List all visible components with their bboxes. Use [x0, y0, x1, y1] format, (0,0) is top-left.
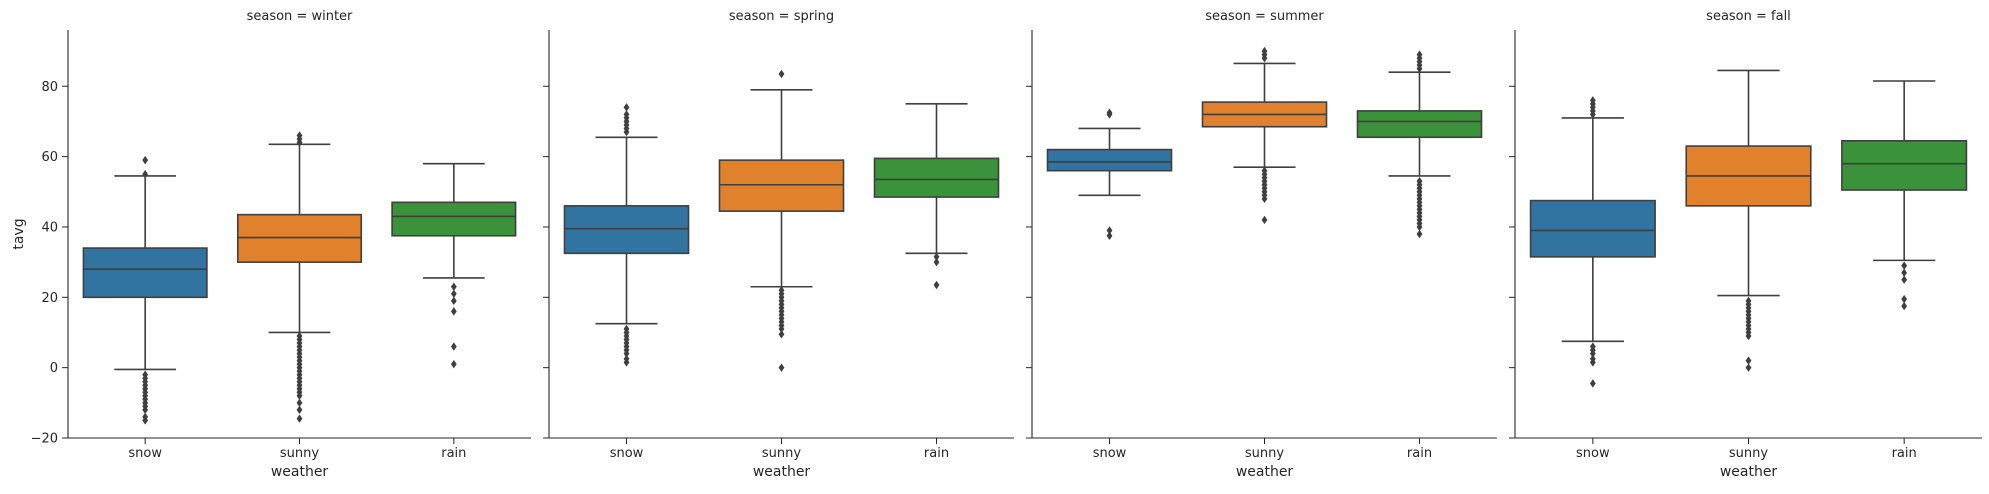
- facet-spring-sunny-x-tick-label: sunny: [762, 446, 801, 461]
- facet-summer-snow-box: [1046, 148, 1173, 172]
- facet-summer-rain-outlier-0: [1416, 229, 1423, 239]
- facet-summer-rain-outlier-19: [1416, 50, 1423, 59]
- facet-spring-snow-outlier-9: [623, 324, 630, 334]
- facet-summer-sunny-outlier-12: [1261, 46, 1268, 56]
- facet-winter-sunny-outlier-2: [296, 398, 303, 408]
- y-tick-label-40: 40: [41, 220, 58, 235]
- facet-winter-snow-box: [82, 247, 208, 299]
- facet-summer-snow-x-tick-label: snow: [1093, 446, 1127, 461]
- facet-spring-rain-box: [873, 157, 1000, 198]
- facet-spring-rain-outlier-1: [933, 257, 940, 267]
- facet-winter-snow-x-tick-label: snow: [128, 446, 162, 461]
- facet-summer-sunny-outlier-9: [1261, 166, 1268, 175]
- facet-spring-sunny-outlier-13: [778, 286, 785, 295]
- facet-spring-rain-outlier-2: [933, 252, 940, 262]
- facet-winter-sunny-outlier-1: [296, 405, 303, 415]
- facet-spring-sunny-box: [718, 159, 845, 212]
- facet-summer-sunny-x-tick-label: sunny: [1245, 446, 1284, 461]
- facet-fall-snow-outlier-0: [1589, 379, 1596, 388]
- facet-spring-snow-outlier-15: [623, 110, 630, 119]
- facet-winter-snow-outlier-13: [142, 170, 149, 179]
- facet-fall-rain-outlier-1: [1901, 294, 1908, 304]
- y-tick-label-20: 20: [41, 291, 58, 306]
- facet-spring-sunny-outlier-0: [778, 363, 785, 372]
- facet-spring-title: season = spring: [729, 9, 834, 24]
- facet-fall-rain-outlier-0: [1901, 301, 1908, 311]
- facet-fall-snow-x-tick-label: snow: [1576, 446, 1610, 461]
- facet-fall-snow-outlier-10: [1589, 96, 1596, 105]
- facet-winter-rain-x-tick-label: rain: [441, 446, 466, 461]
- facet-summer-snow-outlier-0: [1106, 231, 1113, 240]
- facet-winter-rain-outlier-1: [450, 342, 457, 351]
- facet-fall-sunny-outlier-1: [1745, 356, 1752, 365]
- facet-fall-rain-x-tick-label: rain: [1892, 446, 1917, 461]
- facet-spring-snow-outlier-1: [623, 354, 630, 364]
- facet-summer-sunny-outlier-0: [1261, 215, 1268, 225]
- facet-fall-sunny-outlier-0: [1745, 363, 1752, 372]
- facet-spring-sunny-outlier-14: [778, 69, 785, 79]
- facet-winter-sunny-outlier-20: [296, 331, 303, 341]
- y-tick-label-60: 60: [41, 150, 58, 165]
- facet-fall-rain-outlier-2: [1901, 275, 1908, 284]
- facet-summer-rain-outlier-14: [1416, 177, 1423, 186]
- facet-fall-rain-box: [1841, 139, 1968, 191]
- facet-winter-rain-box: [391, 201, 517, 237]
- facet-spring-snow-x-tick-label: snow: [610, 446, 644, 461]
- facet-summer-snow-outlier-3: [1106, 108, 1113, 117]
- facet-winter-sunny-box: [236, 213, 363, 263]
- facet-fall-sunny-x-tick-label: sunny: [1729, 446, 1768, 461]
- y-tick-label-80: 80: [41, 80, 58, 95]
- facet-winter-sunny-outlier-23: [296, 131, 303, 140]
- facet-winter-snow-outlier-10: [142, 405, 149, 415]
- facet-fall-snow-box: [1529, 199, 1656, 258]
- facet-fall-snow-outlier-5: [1589, 342, 1596, 351]
- facet-fall-rain-outlier-4: [1901, 261, 1908, 270]
- facet-spring-x-axis-label: weather: [753, 464, 811, 480]
- facet-fall-snow-outlier-2: [1589, 354, 1596, 364]
- facet-spring-rain-x-tick-label: rain: [924, 446, 949, 461]
- facet-winter-title: season = winter: [247, 9, 353, 24]
- facet-fall-rain-outlier-3: [1901, 268, 1908, 277]
- facet-winter-sunny-x-tick-label: sunny: [280, 446, 319, 461]
- facet-summer-rain-box: [1356, 110, 1483, 139]
- y-axis-label: tavg: [11, 218, 27, 249]
- facet-summer-rain-x-tick-label: rain: [1407, 446, 1432, 461]
- y-tick-label-0: 0: [50, 361, 58, 376]
- facet-winter-rain-outlier-3: [450, 296, 457, 306]
- facet-fall-x-axis-label: weather: [1720, 464, 1778, 480]
- facet-spring-sunny-outlier-1: [778, 330, 785, 339]
- facet-winter-rain-outlier-2: [450, 307, 457, 316]
- facet-winter-rain-outlier-5: [450, 282, 457, 291]
- facet-winter-x-axis-label: weather: [271, 464, 329, 480]
- facet-winter-rain-outlier-4: [450, 289, 457, 298]
- facet-spring-rain-outlier-0: [933, 280, 940, 290]
- facet-winter-snow-outlier-14: [142, 155, 149, 165]
- facet-winter-sunny-outlier-0: [296, 414, 303, 423]
- facet-winter-snow-outlier-12: [142, 416, 149, 425]
- facet-summer-x-axis-label: weather: [1236, 464, 1294, 480]
- facet-spring-snow-outlier-16: [623, 103, 630, 112]
- facet-spring-snow-box: [563, 205, 690, 255]
- facet-winter-rain-outlier-0: [450, 359, 457, 369]
- facet-summer-snow-outlier-1: [1106, 226, 1113, 235]
- facet-fall-sunny-outlier-12: [1745, 296, 1752, 306]
- facet-fall-title: season = fall: [1706, 9, 1791, 24]
- facet-summer-title: season = summer: [1205, 9, 1324, 24]
- y-tick-label-20: −20: [31, 432, 58, 447]
